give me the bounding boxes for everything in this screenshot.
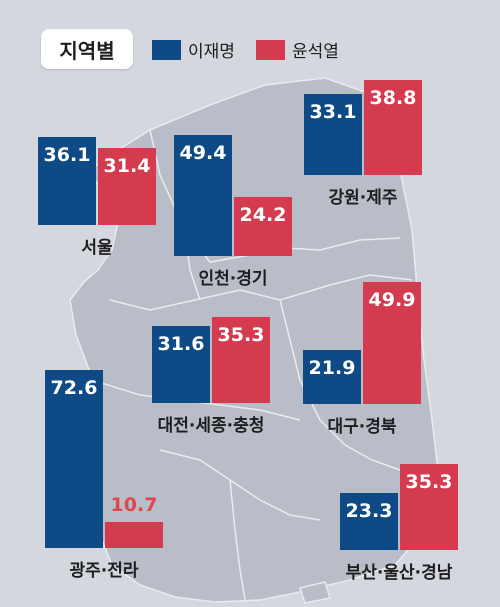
legend-swatch-lee bbox=[152, 39, 181, 60]
bar-value-yoon-busan-ulsan-gyeongnam: 35.3 bbox=[405, 470, 453, 493]
bar-yoon-incheon-gyeonggi: 24.2 bbox=[234, 196, 292, 256]
bar-value-lee-busan-ulsan-gyeongnam: 23.3 bbox=[345, 499, 393, 522]
province-border-5 bbox=[159, 449, 321, 521]
bar-lee-busan-ulsan-gyeongnam: 23.3 bbox=[340, 492, 398, 550]
bar-yoon-busan-ulsan-gyeongnam: 35.3 bbox=[400, 463, 458, 550]
bar-lee-gwangju-jeolla: 72.6 bbox=[45, 370, 103, 548]
island-shape bbox=[299, 581, 331, 604]
legend-item-lee: 이재명 bbox=[152, 37, 235, 62]
province-border-6 bbox=[229, 479, 246, 601]
region-label-gangwon-jeju: 강원·제주 bbox=[328, 188, 398, 208]
bar-value-yoon-gwangju-jeolla: 10.7 bbox=[110, 493, 158, 516]
legend-label-lee: 이재명 bbox=[188, 42, 235, 62]
province-border-3 bbox=[279, 299, 401, 471]
bar-value-lee-seoul: 36.1 bbox=[43, 143, 91, 166]
region-label-daejeon-sejong-chungcheong: 대전·세종·충청 bbox=[157, 416, 265, 436]
bar-value-lee-gwangju-jeolla: 72.6 bbox=[50, 377, 98, 400]
region-label-daegu-gyeongbuk: 대구·경북 bbox=[327, 417, 397, 437]
bar-value-lee-daegu-gyeongbuk: 21.9 bbox=[308, 357, 356, 380]
bar-lee-incheon-gyeonggi: 49.4 bbox=[174, 134, 232, 256]
legend-item-yoon: 윤석열 bbox=[256, 37, 339, 62]
region-label-incheon-gyeonggi: 인천·경기 bbox=[198, 269, 268, 289]
region-label-gwangju-jeolla: 광주·전라 bbox=[69, 561, 139, 581]
bar-value-yoon-daejeon-sejong-chungcheong: 35.3 bbox=[217, 323, 265, 346]
bar-yoon-daejeon-sejong-chungcheong: 35.3 bbox=[212, 316, 270, 403]
bar-lee-daejeon-sejong-chungcheong: 31.6 bbox=[152, 325, 210, 403]
bar-value-lee-gangwon-jeju: 33.1 bbox=[309, 100, 357, 123]
bar-value-yoon-seoul: 31.4 bbox=[103, 155, 151, 178]
region-label-busan-ulsan-gyeongnam: 부산·울산·경남 bbox=[345, 563, 453, 583]
chart-title: 지역별 bbox=[41, 29, 133, 69]
bar-value-yoon-incheon-gyeonggi: 24.2 bbox=[239, 203, 287, 226]
bar-yoon-daegu-gyeongbuk: 49.9 bbox=[363, 281, 421, 404]
bar-yoon-gangwon-jeju: 38.8 bbox=[364, 79, 422, 175]
region-label-seoul: 서울 bbox=[81, 238, 113, 258]
bar-value-yoon-gangwon-jeju: 38.8 bbox=[369, 86, 417, 109]
legend-label-yoon: 윤석열 bbox=[292, 42, 339, 62]
bar-value-lee-daejeon-sejong-chungcheong: 31.6 bbox=[157, 332, 205, 355]
bar-yoon-seoul: 31.4 bbox=[98, 148, 156, 225]
bar-lee-seoul: 36.1 bbox=[38, 136, 96, 225]
bar-lee-daegu-gyeongbuk: 21.9 bbox=[303, 350, 361, 404]
bar-yoon-gwangju-jeolla bbox=[105, 521, 163, 548]
province-border-2 bbox=[109, 274, 413, 311]
bar-value-lee-incheon-gyeonggi: 49.4 bbox=[179, 141, 227, 164]
bar-lee-gangwon-jeju: 33.1 bbox=[304, 93, 362, 175]
bar-value-yoon-daegu-gyeongbuk: 49.9 bbox=[368, 288, 416, 311]
legend-swatch-yoon bbox=[256, 39, 285, 60]
